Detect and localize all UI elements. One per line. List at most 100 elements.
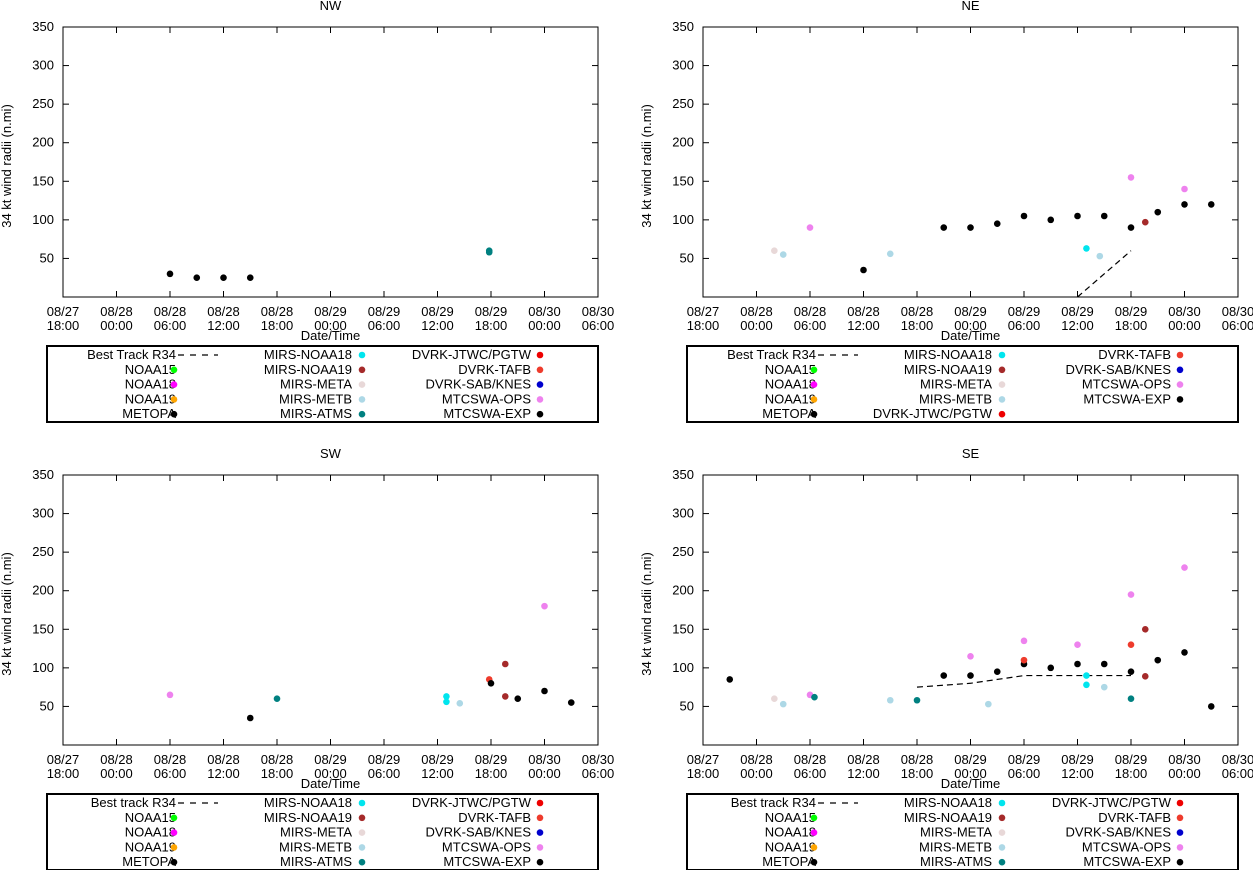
legend-label: DVRK-TAFB [458, 362, 531, 377]
x-tick-label-date: 08/29 [368, 304, 401, 319]
legend-label: MTCSWA-EXP [1083, 854, 1171, 869]
legend-marker [358, 799, 366, 807]
legend-label: METOPA [762, 854, 816, 869]
legend-label: Best track R34 [731, 795, 816, 810]
x-tick-label-time: 12:00 [421, 766, 454, 781]
legend-marker [1176, 799, 1184, 807]
plot-frame [62, 474, 599, 746]
legend-label: NOAA15 [125, 810, 176, 825]
data-point-mirs-metb [779, 700, 787, 708]
x-tick-label-date: 08/28 [901, 752, 934, 767]
data-point-mirs-meta [771, 247, 778, 255]
x-tick-label-time: 12:00 [1061, 318, 1094, 333]
x-tick-label-date: 08/30 [1168, 752, 1201, 767]
legend-label: MTCSWA-OPS [1082, 377, 1171, 392]
data-point-metopa [220, 274, 227, 282]
x-tick-label-time: 06:00 [582, 766, 615, 781]
x-tick-label-time: 18:00 [261, 318, 294, 333]
legend-marker [998, 844, 1006, 851]
data-point-mtcswa-exp [940, 224, 948, 231]
legend-label: DVRK-SAB/KNES [1066, 825, 1172, 840]
legend-marker [810, 381, 818, 388]
x-tick-label-time: 06:00 [794, 318, 827, 333]
data-point-mtcswa-exp [1074, 212, 1081, 220]
legend-marker [170, 396, 178, 403]
legend-marker [536, 858, 544, 866]
y-tick-label: 200 [32, 135, 54, 150]
x-tick-label-time: 06:00 [368, 766, 401, 781]
legend-label: MTCSWA-EXP [443, 406, 531, 421]
data-point-mtcswa-ops [1127, 174, 1135, 181]
legend-marker [998, 829, 1006, 836]
legend-label: MIRS-METB [919, 391, 992, 406]
legend-marker [810, 844, 818, 851]
legend-marker [358, 396, 366, 403]
legend-label: MIRS-NOAA19 [904, 810, 992, 825]
chart-title: NE [961, 0, 979, 13]
x-tick-label-date: 08/28 [261, 752, 294, 767]
legend-label: NOAA15 [765, 810, 816, 825]
legend-marker [358, 351, 366, 359]
best-track-line [916, 674, 1131, 688]
legend-marker [998, 814, 1006, 822]
data-point-mtcswa-exp [1181, 649, 1188, 656]
data-point-dvrk-tafb [1127, 641, 1135, 649]
x-tick-label-time: 06:00 [1222, 318, 1253, 333]
y-tick-label: 350 [672, 467, 694, 482]
x-tick-label-date: 08/30 [528, 752, 561, 767]
legend-marker [170, 366, 178, 374]
x-tick-label-time: 06:00 [368, 318, 401, 333]
legend-label: NOAA19 [765, 839, 816, 854]
y-tick-label: 250 [32, 96, 54, 111]
data-point-mtcswa-ops [1074, 641, 1081, 649]
y-tick-label: 50 [40, 698, 54, 713]
data-point-metopa [726, 676, 734, 683]
data-point-mtcswa-exp [567, 699, 575, 706]
legend-label: NOAA15 [765, 362, 816, 377]
x-tick-label-date: 08/28 [100, 752, 133, 767]
legend-box [46, 345, 599, 423]
best-track-line [1077, 250, 1132, 298]
x-tick-label-date: 08/27 [687, 304, 720, 319]
data-point-metopa [193, 274, 201, 282]
x-tick-label-time: 12:00 [421, 318, 454, 333]
x-tick-label-time: 18:00 [261, 766, 294, 781]
x-tick-label-time: 18:00 [901, 318, 934, 333]
x-tick-label-time: 06:00 [582, 318, 615, 333]
legend-label: DVRK-JTWC/PGTW [412, 347, 532, 362]
y-tick-label: 350 [672, 19, 694, 34]
x-tick-label-date: 08/29 [421, 304, 454, 319]
x-tick-label-time: 00:00 [954, 766, 987, 781]
legend-box [46, 793, 599, 870]
legend-label: DVRK-SAB/KNES [426, 825, 532, 840]
x-axis-label: Date/Time [941, 776, 1000, 791]
legend-label: METOPA [122, 854, 176, 869]
legend-label: DVRK-SAB/KNES [1066, 362, 1172, 377]
data-point-mirs-metb [985, 700, 992, 708]
legend-marker [1176, 366, 1184, 374]
x-tick-label-date: 08/30 [528, 304, 561, 319]
legend-label: MIRS-NOAA19 [264, 362, 352, 377]
y-tick-label: 150 [32, 173, 54, 188]
x-tick-label-time: 12:00 [1061, 766, 1094, 781]
data-point-mirs-noaa18 [443, 698, 450, 706]
legend-marker [536, 844, 544, 851]
legend-marker [1176, 396, 1184, 403]
x-axis-label: Date/Time [941, 328, 1000, 343]
x-tick-label-date: 08/30 [1222, 752, 1253, 767]
legend-label: DVRK-TAFB [1098, 347, 1171, 362]
legend-marker [536, 799, 544, 807]
x-tick-label-date: 08/30 [582, 752, 615, 767]
x-tick-label-date: 08/29 [314, 304, 347, 319]
legend-label: MTCSWA-OPS [442, 839, 531, 854]
data-point-mtcswa-exp [1181, 201, 1188, 208]
x-tick-label-date: 08/28 [794, 304, 827, 319]
legend-marker [1176, 844, 1184, 851]
data-point-mirs-atms [913, 696, 921, 704]
x-tick-label-time: 12:00 [207, 766, 240, 781]
data-point-mtcswa-exp [1020, 212, 1028, 220]
y-tick-label: 200 [672, 583, 694, 598]
legend-marker [998, 858, 1006, 866]
x-tick-label-time: 00:00 [740, 318, 773, 333]
data-point-mtcswa-exp [1074, 660, 1081, 668]
